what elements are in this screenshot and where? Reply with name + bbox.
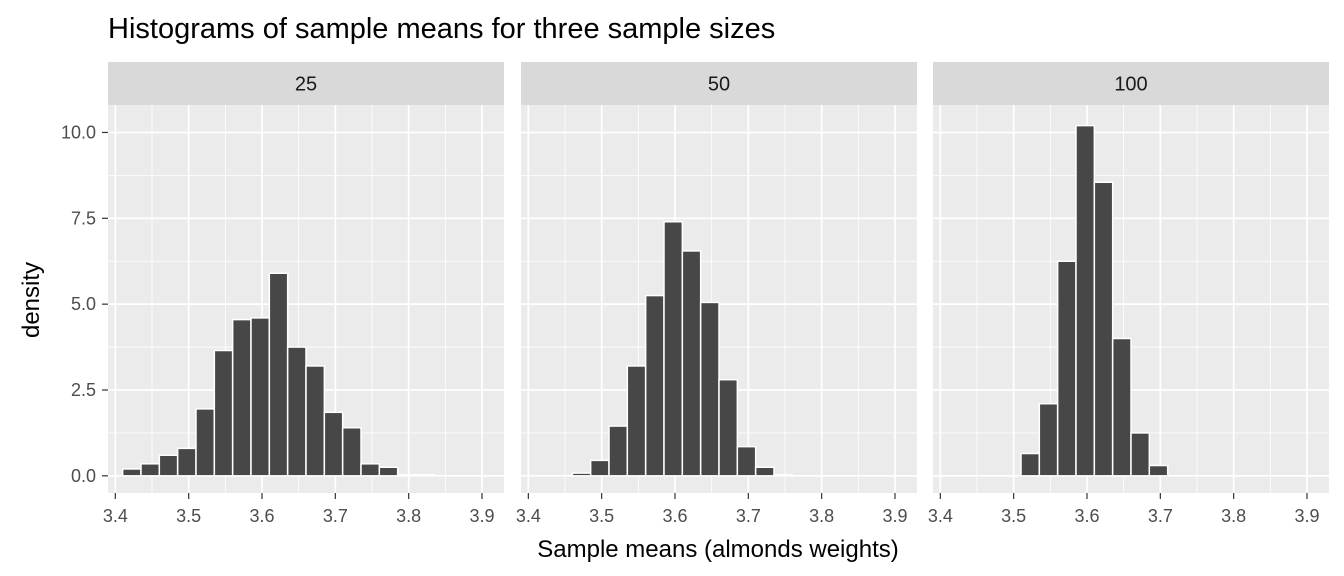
x-tick-label: 3.4	[516, 506, 541, 526]
histogram-bar	[773, 474, 794, 477]
histogram-bar	[158, 454, 179, 477]
x-tick-label: 3.6	[249, 506, 274, 526]
histogram-bar	[1148, 464, 1169, 477]
y-tick-label: 2.5	[71, 380, 96, 400]
histogram-bar	[396, 474, 417, 477]
histogram-bar	[415, 474, 436, 477]
facet-strip-label: 25	[295, 74, 317, 96]
x-tick-label: 3.6	[662, 506, 687, 526]
facet-strip	[108, 62, 504, 105]
histogram-bar	[1111, 337, 1132, 477]
x-tick-label: 3.4	[928, 506, 953, 526]
histogram-bar	[140, 463, 161, 477]
chart-title: Histograms of sample means for three sam…	[108, 13, 775, 45]
x-tick-label: 3.8	[396, 506, 421, 526]
x-tick-label: 3.5	[589, 506, 614, 526]
histogram-bar	[268, 272, 289, 477]
facet-panel-25: 25 3.4 3.5 3.6 3.7 3.8 3.9	[103, 62, 504, 526]
y-tick-label: 5.0	[71, 294, 96, 314]
x-tick-label: 3.9	[882, 506, 907, 526]
histogram-bar	[663, 220, 684, 477]
histogram-bar	[1020, 452, 1041, 477]
histogram-bar	[571, 472, 592, 477]
histogram-bar	[195, 408, 216, 477]
histogram-bar	[360, 463, 381, 477]
histogram-bar	[121, 468, 142, 477]
x-tick-label: 3.9	[1294, 506, 1319, 526]
histogram-bar	[323, 411, 344, 477]
facet-strip-label: 100	[1114, 74, 1147, 96]
histogram-bar	[754, 466, 775, 477]
x-axis-title: Sample means (almonds weights)	[537, 536, 899, 563]
y-tick-label: 10.0	[61, 122, 96, 142]
histogram-bar	[718, 378, 739, 477]
histogram-bar	[176, 447, 197, 477]
histogram-bar	[213, 349, 234, 477]
histogram-bar	[341, 427, 362, 477]
histogram-bar	[644, 294, 665, 477]
histogram-bar	[1056, 260, 1077, 477]
facet-panels: 0.0 2.5 5.0 7.5 10.0 25 3.4 3.5 3.6 3.7 3.8 3.9 50 3.…	[61, 62, 1329, 526]
x-tick-label: 3.7	[323, 506, 348, 526]
histogram-bar	[231, 318, 252, 477]
facet-strip	[521, 62, 917, 105]
histogram-bar	[589, 459, 610, 477]
x-tick-label: 3.4	[103, 506, 128, 526]
histogram-bar	[1038, 402, 1059, 477]
histogram-bar	[736, 445, 757, 477]
histogram-bar	[608, 425, 629, 477]
x-tick-label: 3.7	[736, 506, 761, 526]
x-tick-label: 3.8	[1221, 506, 1246, 526]
x-tick-label: 3.7	[1148, 506, 1173, 526]
x-tick-label: 3.6	[1074, 506, 1099, 526]
facet-panel-50: 50 3.4 3.5 3.6 3.7 3.8 3.9	[516, 62, 917, 526]
facet-panel-100: 100 3.4 3.5 3.6 3.7 3.8 3.9	[928, 62, 1329, 526]
x-tick-label: 3.8	[809, 506, 834, 526]
histogram-bar	[1093, 181, 1114, 477]
y-tick-label: 0.0	[71, 466, 96, 486]
y-tick-label: 7.5	[71, 208, 96, 228]
histogram-bar	[250, 317, 271, 477]
histogram-bar	[681, 250, 702, 477]
histogram-bar	[378, 466, 399, 477]
histogram-bar	[305, 365, 326, 477]
histogram-bar	[626, 365, 647, 477]
histogram-bar	[286, 346, 307, 477]
x-tick-label: 3.5	[1001, 506, 1026, 526]
histogram-bar	[699, 301, 720, 477]
facet-strip	[933, 62, 1329, 105]
x-tick-label: 3.5	[176, 506, 201, 526]
histogram-bar	[1130, 432, 1151, 477]
y-axis-title: density	[18, 262, 45, 338]
facet-strip-label: 50	[708, 74, 730, 96]
x-tick-label: 3.9	[469, 506, 494, 526]
histogram-bar	[1075, 124, 1096, 477]
